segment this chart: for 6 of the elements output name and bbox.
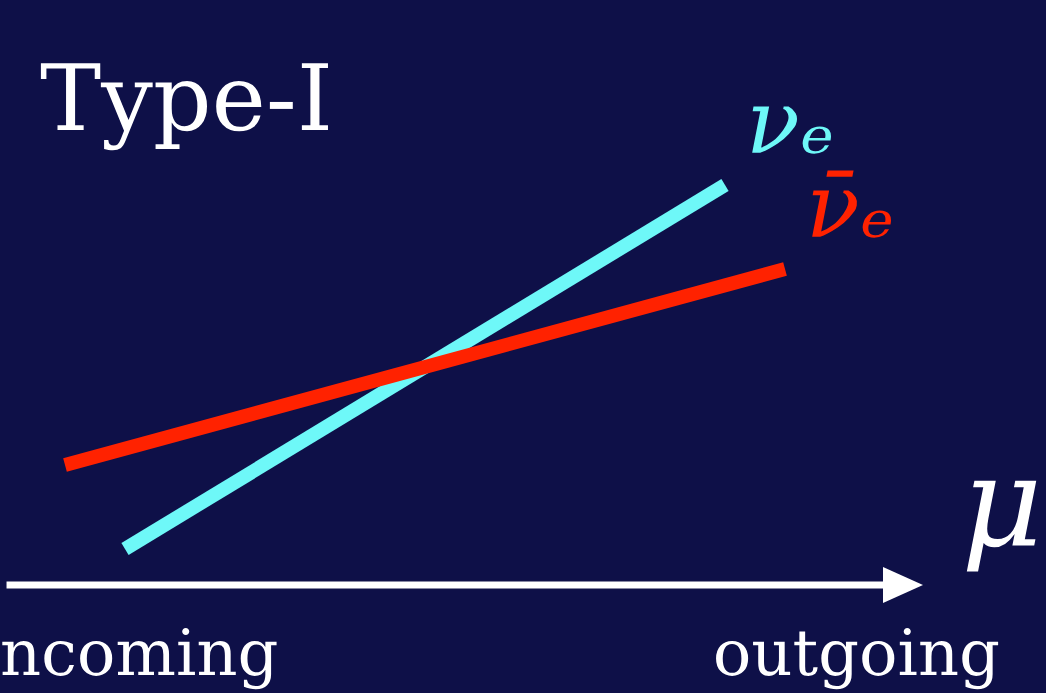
text: outgoing <box>716 627 999 690</box>
chart-title: Type-I <box>40 63 328 151</box>
series-label: νₑ <box>752 106 831 154</box>
series-label: ν̄ₑ <box>812 170 891 238</box>
y-axis-title: μ <box>966 480 1037 572</box>
text: ncoming <box>2 627 277 690</box>
